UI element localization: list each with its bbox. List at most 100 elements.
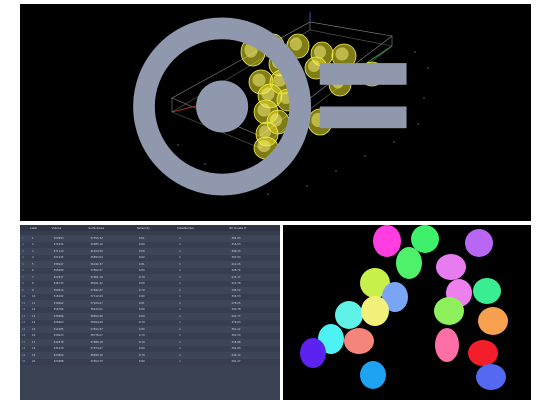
table-cell: 194.52 — [229, 287, 280, 294]
column-filter[interactable] — [229, 231, 280, 235]
table-cell: 38021.32 — [88, 280, 137, 287]
column-filter[interactable] — [177, 231, 230, 235]
table-row[interactable]: 20 20 323988 37854.79 0.80 1 281.47 — [20, 358, 280, 365]
column-header[interactable]: Volume — [51, 225, 89, 231]
table-row[interactable]: 14 14 328463 38094.09 0.79 1 379.63 — [20, 319, 280, 326]
table-cell: 17 — [30, 339, 52, 346]
table-row[interactable]: 1 1 309993 37355.32 0.81 1 384.83 — [20, 235, 280, 242]
measurement-table-panel[interactable]: Label Volume Surfacearea Sphericity SubeNumb… — [20, 225, 280, 400]
column-filter[interactable] — [51, 231, 89, 235]
table-cell: 359414 — [51, 287, 89, 294]
table-cell: 14 — [20, 319, 30, 326]
table-cell: 0.80 — [136, 326, 178, 333]
table-cell: 318192 — [51, 293, 89, 300]
table-row[interactable]: 11 11 339062 37924.07 0.81 1 278.25 — [20, 300, 280, 307]
table-cell: 0.80 — [136, 267, 178, 274]
table-cell: 37802.07 — [88, 267, 137, 274]
segmented-cell[interactable] — [382, 282, 408, 312]
table-row[interactable]: 8 8 346733 38021.32 0.80 1 213.78 — [20, 280, 280, 287]
table-row[interactable]: 9 9 359414 37842.67 0.79 1 194.52 — [20, 287, 280, 294]
table-cell: 321245 — [51, 254, 89, 261]
table-row[interactable]: 17 17 340378 37886.18 0.79 1 318.98 — [20, 339, 280, 346]
segmented-cell[interactable] — [468, 340, 498, 366]
table-row[interactable]: 12 12 356786 38229.01 0.80 1 303.78 — [20, 306, 280, 313]
table-cell: 1 — [177, 235, 230, 242]
segmented-cell[interactable] — [476, 364, 506, 390]
segmented-cell[interactable] — [465, 229, 493, 257]
column-header[interactable]: SubeNumber — [177, 225, 230, 231]
column-header[interactable]: Rfi Cnuete H — [229, 225, 280, 231]
segmented-cell[interactable] — [396, 247, 422, 279]
table-row[interactable]: 3 3 371110 41024.59 0.80 1 309.43 — [20, 248, 280, 255]
table-cell: 12 — [20, 306, 30, 313]
table-row[interactable]: 15 15 311085 37814.97 0.80 1 361.22 — [20, 326, 280, 333]
table-cell: 8 — [20, 280, 30, 287]
column-header[interactable]: Sphericity — [136, 225, 178, 231]
segmented-cell[interactable] — [436, 254, 466, 280]
segmented-cell[interactable] — [435, 328, 459, 362]
segmented-cell[interactable] — [473, 278, 501, 304]
table-row[interactable]: 10 10 318192 37112.09 0.80 1 334.53 — [20, 293, 280, 300]
table-cell: 16 — [30, 332, 52, 339]
table-cell: 37814.97 — [88, 326, 137, 333]
segmented-cell[interactable] — [344, 328, 374, 354]
table-cell: 11 — [30, 300, 52, 307]
table-row[interactable]: 7 7 322817 37961.18 0.79 1 274.17 — [20, 274, 280, 281]
table-row[interactable]: 4 4 321245 35893.04 0.82 1 302.93 — [20, 254, 280, 261]
table-cell: 37974.07 — [88, 345, 137, 352]
segmentation-view[interactable] — [283, 225, 531, 400]
table-cell: 37924.07 — [88, 300, 137, 307]
table-row[interactable]: 16 16 339023 38778.07 0.79 1 302.53 — [20, 332, 280, 339]
y-axis-line — [364, 45, 393, 65]
segmented-cell[interactable] — [411, 225, 439, 253]
table-cell: 6 — [20, 267, 30, 274]
column-filter[interactable] — [20, 231, 30, 235]
table-cell: 1 — [177, 287, 230, 294]
table-row[interactable]: 6 6 355089 37802.07 0.80 1 328.74 — [20, 267, 280, 274]
table-cell: 36192.37 — [88, 261, 137, 268]
table-cell: 38229.01 — [88, 306, 137, 313]
cell-blob — [331, 43, 357, 69]
table-row[interactable]: 19 19 323624 38489.16 0.79 1 249.14 — [20, 352, 280, 359]
segmented-cell[interactable] — [434, 297, 464, 325]
segmented-cell[interactable] — [360, 268, 390, 298]
table-cell: 19 — [30, 352, 52, 359]
table-row[interactable]: 13 13 335686 38052.98 0.80 1 291.77 — [20, 313, 280, 320]
segmented-cell[interactable] — [361, 296, 389, 326]
table-cell: 334.53 — [229, 293, 280, 300]
table-cell: 1 — [20, 235, 30, 242]
3d-viewer[interactable] — [20, 4, 531, 221]
table-cell: 14 — [30, 319, 52, 326]
table-cell: 0.80 — [136, 358, 178, 365]
table-cell: 323988 — [51, 358, 89, 365]
table-cell: 3 — [20, 248, 30, 255]
table-cell: 1 — [177, 313, 230, 320]
table-cell: 0.81 — [136, 235, 178, 242]
table-cell: 38052.98 — [88, 313, 137, 320]
table-cell: 355089 — [51, 267, 89, 274]
segmented-cell[interactable] — [360, 361, 386, 389]
column-header[interactable]: Label — [30, 225, 52, 231]
table-cell: 249.14 — [229, 352, 280, 359]
table-cell: 291.77 — [229, 313, 280, 320]
segmented-cell[interactable] — [478, 307, 508, 335]
column-header[interactable] — [20, 225, 30, 231]
table-cell: 35893.04 — [88, 254, 137, 261]
segmented-cell[interactable] — [335, 301, 363, 329]
table-row[interactable]: 5 5 338247 36192.37 0.81 1 412.45 — [20, 261, 280, 268]
segmented-cell[interactable] — [373, 225, 401, 257]
table-row[interactable]: 2 2 371534 39985.10 0.80 1 316.53 — [20, 241, 280, 248]
column-header[interactable]: Surfacearea — [88, 225, 137, 231]
table-cell: 7 — [30, 274, 52, 281]
table-row[interactable]: 18 18 335179 37974.07 0.80 1 302.83 — [20, 345, 280, 352]
segmented-cell[interactable] — [300, 338, 326, 368]
table-cell: 20 — [30, 358, 52, 365]
table-cell: 38489.16 — [88, 352, 137, 359]
column-filter[interactable] — [88, 231, 137, 235]
table-cell: 16 — [20, 332, 30, 339]
table-cell: 281.47 — [229, 358, 280, 365]
column-filter[interactable] — [30, 231, 52, 235]
column-filter[interactable] — [136, 231, 178, 235]
table-cell: 15 — [20, 326, 30, 333]
measurement-table: Label Volume Surfacearea Sphericity SubeNumb… — [20, 225, 280, 365]
